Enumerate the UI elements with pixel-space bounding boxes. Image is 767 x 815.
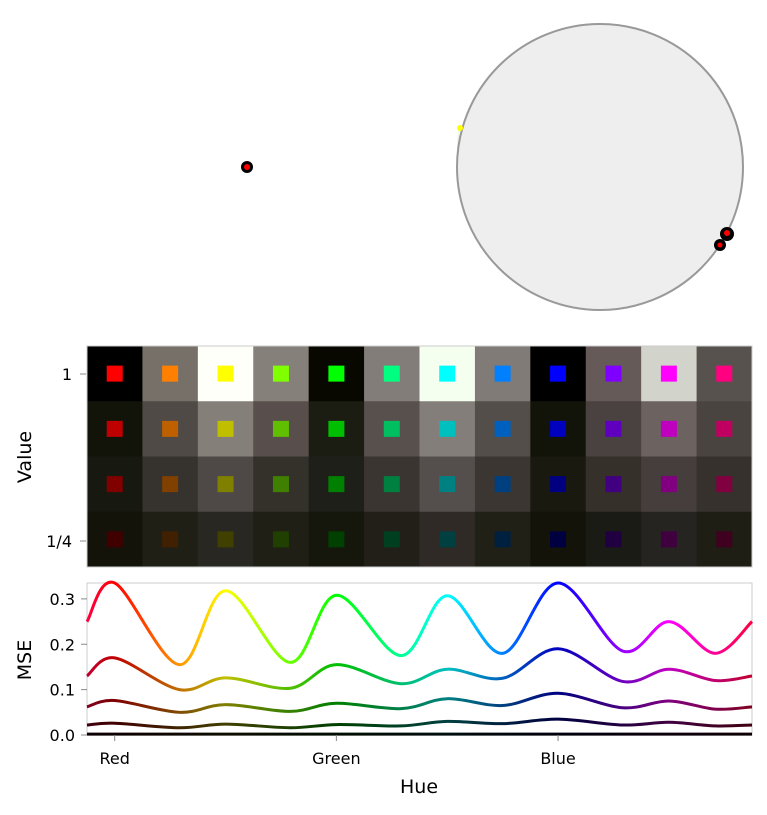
mse-axis-label: MSE <box>14 640 36 680</box>
color-swatch <box>605 476 622 493</box>
color-swatch <box>494 531 511 548</box>
color-swatch <box>106 531 123 548</box>
mse-series-line <box>85 647 753 692</box>
color-swatch <box>494 420 511 437</box>
color-swatch <box>217 476 234 493</box>
mse-series-line <box>85 580 754 667</box>
color-swatch <box>550 531 567 548</box>
color-swatch <box>162 531 179 548</box>
color-swatch <box>550 365 567 382</box>
color-swatch <box>272 531 289 548</box>
mse-panel: MSE Hue 0.0 0.1 0.2 0.3 Red Green Blue <box>14 580 754 798</box>
color-swatch <box>217 365 234 382</box>
y-tick-label: 0.3 <box>50 590 75 609</box>
color-swatch <box>383 420 400 437</box>
color-swatch <box>383 531 400 548</box>
x-tick-label: Blue <box>540 749 575 768</box>
value-tick-quarter: 1/4 <box>46 532 72 551</box>
color-swatch <box>660 420 677 437</box>
y-tick-label: 0.1 <box>50 681 75 700</box>
color-swatch <box>494 476 511 493</box>
y-tick-label: 0.2 <box>50 635 75 654</box>
color-swatch <box>272 476 289 493</box>
hue-circle <box>456 23 744 311</box>
color-swatch <box>328 420 345 437</box>
color-swatch <box>328 476 345 493</box>
hue-axis-label: Hue <box>400 776 438 798</box>
color-swatch <box>660 365 677 382</box>
point-yellow <box>457 125 463 131</box>
x-tick-label: Red <box>100 749 130 768</box>
color-swatch <box>605 420 622 437</box>
color-swatch <box>716 476 733 493</box>
color-swatch <box>272 365 289 382</box>
mse-series-line <box>86 717 753 730</box>
color-swatch <box>439 476 456 493</box>
value-tick-1: 1 <box>62 365 72 384</box>
color-swatch <box>550 420 567 437</box>
point-red-1 <box>724 230 730 236</box>
color-swatch <box>106 365 123 382</box>
color-swatch <box>439 531 456 548</box>
color-swatch <box>328 365 345 382</box>
color-swatch <box>272 420 289 437</box>
color-swatch <box>383 476 400 493</box>
grid-frame <box>86 345 753 568</box>
color-swatch <box>716 420 733 437</box>
color-grid-panel <box>86 345 753 568</box>
color-swatch <box>494 365 511 382</box>
color-swatch <box>605 531 622 548</box>
y-tick-label: 0.0 <box>50 726 75 745</box>
point-isolated-center <box>244 164 250 170</box>
grid-axis: 1 1/4 Value <box>14 365 86 551</box>
mse-series-line <box>86 691 753 714</box>
color-swatch <box>716 365 733 382</box>
color-swatch <box>217 531 234 548</box>
color-swatch <box>162 476 179 493</box>
color-swatch <box>162 365 179 382</box>
value-axis-label: Value <box>14 431 36 483</box>
color-swatch <box>660 531 677 548</box>
color-swatch <box>383 365 400 382</box>
color-swatch <box>605 365 622 382</box>
color-swatch <box>439 420 456 437</box>
color-swatch <box>660 476 677 493</box>
color-swatch <box>716 531 733 548</box>
color-swatch <box>439 365 456 382</box>
color-swatch <box>106 420 123 437</box>
x-tick-label: Green <box>312 749 360 768</box>
color-swatch <box>106 476 123 493</box>
color-swatch <box>328 531 345 548</box>
color-swatch <box>550 476 567 493</box>
point-red-2 <box>717 242 723 248</box>
color-swatch <box>217 420 234 437</box>
color-swatch <box>162 420 179 437</box>
projection-panel <box>241 23 744 311</box>
